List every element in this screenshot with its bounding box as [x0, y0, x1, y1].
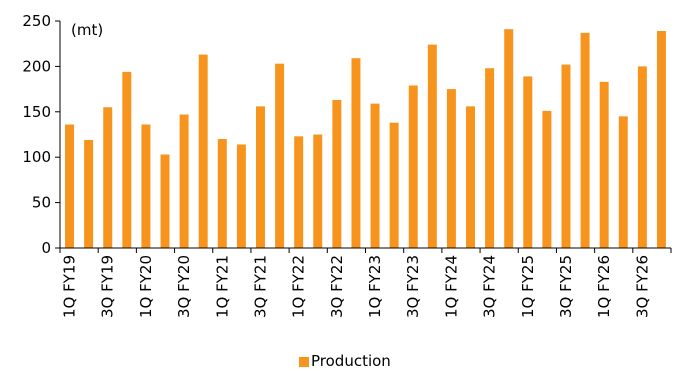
legend-label-production: Production [311, 352, 391, 370]
x-tick-label: 3Q FY20 [175, 255, 193, 318]
y-axis: 0 50 100 150 200 250 [22, 12, 61, 257]
bar-4q-fy21 [275, 63, 285, 249]
bar-1q-fy23 [370, 103, 380, 248]
bar-1q-fy20 [141, 124, 151, 248]
bar-4q-fy23 [427, 44, 437, 248]
bar-3q-fy21 [256, 106, 265, 248]
y-tick-label: 250 [22, 12, 51, 30]
bar-3q-fy22 [332, 100, 342, 248]
x-tick-label: 1Q FY19 [61, 255, 79, 318]
bar-2q-fy19 [84, 139, 94, 248]
x-axis: 1Q FY19 3Q FY19 1Q FY20 3Q FY20 1Q FY21 3Q FY… [59, 247, 672, 318]
legend: Production [299, 352, 391, 370]
bar-2q-fy23 [389, 122, 399, 248]
x-tick-label: 1Q FY21 [213, 255, 231, 318]
legend-swatch-production [299, 357, 309, 367]
bar-1q-fy19 [65, 124, 75, 248]
bar-4q-fy22 [351, 58, 361, 249]
bars [65, 29, 666, 249]
bar-2q-fy22 [313, 134, 323, 248]
bar-3q-fy24 [485, 68, 495, 248]
bar-2q-fy26 [618, 116, 628, 248]
bar-2q-fy25 [542, 110, 552, 248]
bar-4q-fy20 [198, 54, 208, 248]
bar-2q-fy24 [466, 106, 475, 248]
x-tick-label: 3Q FY26 [633, 255, 651, 318]
x-tick-label: 1Q FY23 [366, 255, 384, 318]
bar-4q-fy26 [656, 30, 666, 248]
bar-4q-fy25 [580, 32, 590, 248]
x-tick-label: 1Q FY26 [595, 255, 613, 318]
x-tick-label: 1Q FY20 [137, 255, 155, 318]
x-tick-label: 1Q FY24 [442, 255, 460, 318]
x-tick-label: 3Q FY23 [404, 255, 422, 318]
bar-3q-fy25 [561, 64, 571, 248]
x-tick-label: 3Q FY24 [481, 255, 499, 318]
x-tick-label: 1Q FY22 [290, 255, 308, 318]
bar-1q-fy25 [523, 76, 533, 248]
y-tick-label: 200 [22, 57, 51, 75]
x-tick-label: 3Q FY19 [99, 255, 117, 318]
bar-4q-fy24 [504, 29, 514, 249]
x-tick-label: 3Q FY21 [251, 255, 269, 318]
y-axis-unit-label: (mt) [71, 21, 103, 39]
x-tick-label: 3Q FY25 [557, 255, 575, 318]
y-tick-label: 0 [41, 239, 51, 257]
y-tick-label: 50 [32, 194, 51, 212]
bar-3q-fy26 [637, 66, 647, 249]
bar-3q-fy23 [408, 85, 418, 248]
bar-3q-fy20 [179, 114, 189, 249]
bar-2q-fy20 [160, 154, 170, 248]
bar-1q-fy26 [599, 81, 609, 248]
bar-1q-fy21 [217, 139, 227, 248]
bar-4q-fy19 [122, 71, 132, 248]
y-tick-label: 100 [22, 148, 51, 166]
bar-2q-fy21 [236, 144, 246, 248]
y-tick-label: 150 [22, 103, 51, 121]
x-tick-label: 3Q FY22 [328, 255, 346, 318]
bar-1q-fy24 [446, 89, 456, 248]
bar-1q-fy22 [294, 136, 304, 248]
x-tick-label: 1Q FY25 [519, 255, 537, 318]
bar-3q-fy19 [103, 107, 113, 248]
